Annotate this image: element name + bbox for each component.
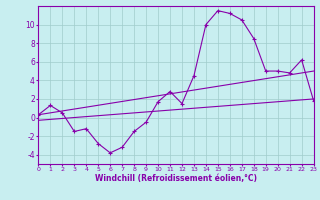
X-axis label: Windchill (Refroidissement éolien,°C): Windchill (Refroidissement éolien,°C) xyxy=(95,174,257,183)
